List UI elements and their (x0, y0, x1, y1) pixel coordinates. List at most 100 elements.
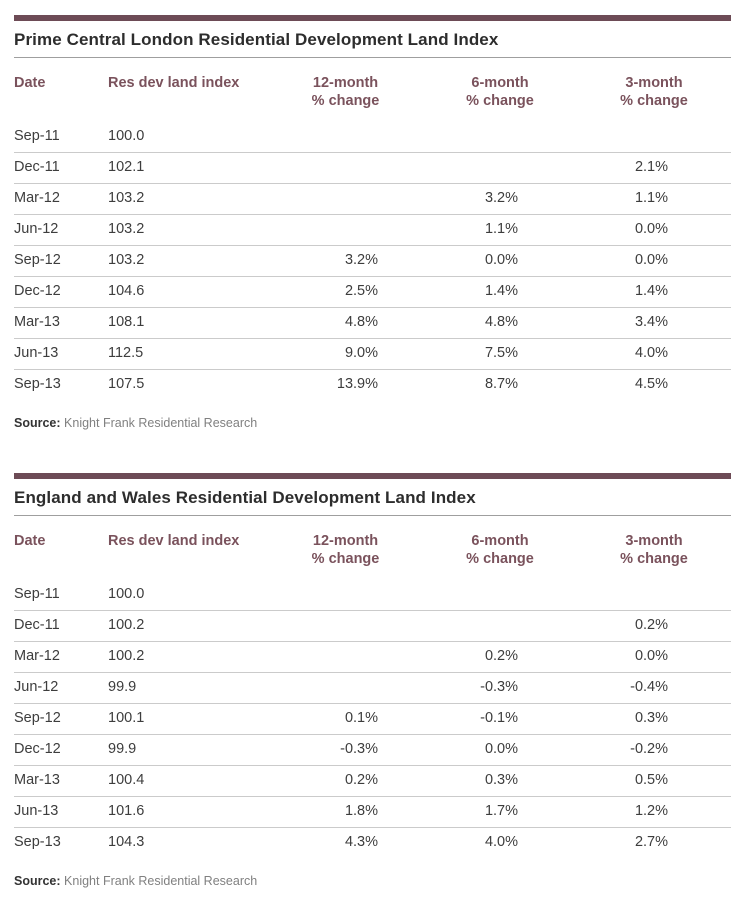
table-row: Sep-13 104.3 4.3% 4.0% 2.7% (14, 828, 731, 859)
source-label: Source: (14, 416, 61, 430)
change-12m-cell: 3.2% (268, 245, 423, 277)
date-cell: Sep-11 (14, 580, 108, 611)
index-cell: 104.6 (108, 276, 268, 308)
header-row: Date Res dev land index 12-month % chang… (14, 58, 731, 122)
index-cell: 99.9 (108, 734, 268, 766)
change-12m-cell (268, 183, 423, 215)
table-row: Sep-11 100.0 (14, 122, 731, 153)
change-6m-cell: 7.5% (423, 338, 577, 370)
land-index-table: Date Res dev land index 12-month % chang… (14, 58, 731, 400)
table-row: Mar-12 100.2 0.2% 0.0% (14, 641, 731, 673)
change-12m-cell: 1.8% (268, 796, 423, 828)
table-row: Dec-12 99.9 -0.3% 0.0% -0.2% (14, 734, 731, 766)
change-3m-cell: 3.4% (577, 307, 731, 339)
change-6m-cell: 1.4% (423, 276, 577, 308)
index-cell: 100.0 (108, 580, 268, 611)
date-cell: Mar-12 (14, 183, 108, 215)
change-6m-cell: 1.1% (423, 214, 577, 246)
change-12m-cell: 9.0% (268, 338, 423, 370)
table-section-england-wales: England and Wales Residential Developmen… (14, 473, 731, 889)
table-row: Mar-13 100.4 0.2% 0.3% 0.5% (14, 765, 731, 797)
change-3m-cell: 0.5% (577, 765, 731, 797)
date-cell: Sep-13 (14, 376, 61, 392)
change-3m-cell: 1.4% (577, 276, 731, 308)
change-6m-cell: 0.3% (423, 765, 577, 797)
index-cell: 107.5 (108, 376, 145, 392)
date-cell: Dec-11 (14, 610, 108, 642)
change-12m-cell (268, 152, 423, 184)
index-cell: 100.4 (108, 765, 268, 797)
table-row: Mar-12 103.2 3.2% 1.1% (14, 183, 731, 215)
change-6m-cell (423, 610, 577, 642)
column-header-12-month: 12-month % change (311, 75, 380, 109)
change-6m-cell: 8.7% (484, 376, 518, 392)
change-12m-cell: 2.5% (268, 276, 423, 308)
index-cell: 103.2 (108, 245, 268, 277)
table-row: Sep-12 103.2 3.2% 0.0% 0.0% (14, 245, 731, 277)
change-12m-cell (268, 641, 423, 673)
source-note: Source: Knight Frank Residential Researc… (14, 873, 731, 889)
change-3m-cell: 4.5% (634, 376, 668, 392)
change-6m-cell: 0.2% (423, 641, 577, 673)
date-cell: Mar-12 (14, 641, 108, 673)
header-row: Date Res dev land index 12-month % chang… (14, 516, 731, 580)
change-12m-cell: 4.8% (268, 307, 423, 339)
change-6m-cell (423, 122, 577, 153)
change-6m-cell: -0.3% (423, 672, 577, 704)
index-cell: 104.3 (108, 834, 145, 850)
index-cell: 100.1 (108, 703, 268, 735)
source-note: Source: Knight Frank Residential Researc… (14, 415, 731, 431)
date-cell: Dec-12 (14, 276, 108, 308)
table-row: Jun-13 112.5 9.0% 7.5% 4.0% (14, 338, 731, 370)
change-3m-cell (577, 580, 731, 611)
index-cell: 101.6 (108, 796, 268, 828)
table-row: Sep-13 107.5 13.9% 8.7% 4.5% (14, 370, 731, 401)
index-cell: 100.0 (108, 122, 268, 153)
table-row: Jun-13 101.6 1.8% 1.7% 1.2% (14, 796, 731, 828)
column-header-3-month: 3-month % change (620, 533, 688, 567)
table-row: Dec-12 104.6 2.5% 1.4% 1.4% (14, 276, 731, 308)
change-12m-cell (268, 610, 423, 642)
change-6m-cell (423, 152, 577, 184)
change-12m-cell: 4.3% (344, 834, 378, 850)
date-cell: Jun-13 (14, 338, 108, 370)
index-cell: 108.1 (108, 307, 268, 339)
accent-bar (14, 473, 731, 479)
source-label: Source: (14, 874, 61, 888)
table-row: Jun-12 99.9 -0.3% -0.4% (14, 672, 731, 704)
column-header-index: Res dev land index (108, 75, 240, 91)
change-3m-cell (577, 122, 731, 153)
column-header-6-month: 6-month % change (466, 533, 534, 567)
change-6m-cell: 3.2% (423, 183, 577, 215)
index-cell: 103.2 (108, 183, 268, 215)
change-3m-cell: 0.0% (577, 214, 731, 246)
change-3m-cell: 0.0% (577, 641, 731, 673)
date-cell: Sep-11 (14, 122, 108, 153)
column-header-3-month: 3-month % change (620, 75, 688, 109)
source-text: Knight Frank Residential Research (64, 874, 258, 888)
column-header-6-month: 6-month % change (466, 75, 534, 109)
table-row: Dec-11 102.1 2.1% (14, 152, 731, 184)
report-page: Prime Central London Residential Develop… (0, 15, 745, 889)
table-row: Jun-12 103.2 1.1% 0.0% (14, 214, 731, 246)
date-cell: Jun-12 (14, 214, 108, 246)
column-header-12-month: 12-month % change (311, 533, 380, 567)
date-cell: Sep-12 (14, 245, 108, 277)
change-3m-cell: 4.0% (577, 338, 731, 370)
index-cell: 100.2 (108, 641, 268, 673)
date-cell: Sep-13 (14, 834, 61, 850)
change-3m-cell: 0.3% (577, 703, 731, 735)
change-12m-cell: -0.3% (268, 734, 423, 766)
table-row: Mar-13 108.1 4.8% 4.8% 3.4% (14, 307, 731, 339)
change-12m-cell (268, 214, 423, 246)
date-cell: Mar-13 (14, 765, 108, 797)
source-text: Knight Frank Residential Research (64, 416, 258, 430)
change-12m-cell (268, 672, 423, 704)
change-12m-cell (268, 580, 423, 611)
table-section-prime-central-london: Prime Central London Residential Develop… (14, 15, 731, 431)
table-row: Dec-11 100.2 0.2% (14, 610, 731, 642)
date-cell: Dec-12 (14, 734, 108, 766)
date-cell: Mar-13 (14, 307, 108, 339)
land-index-table: Date Res dev land index 12-month % chang… (14, 516, 731, 858)
table-row: Sep-12 100.1 0.1% -0.1% 0.3% (14, 703, 731, 735)
